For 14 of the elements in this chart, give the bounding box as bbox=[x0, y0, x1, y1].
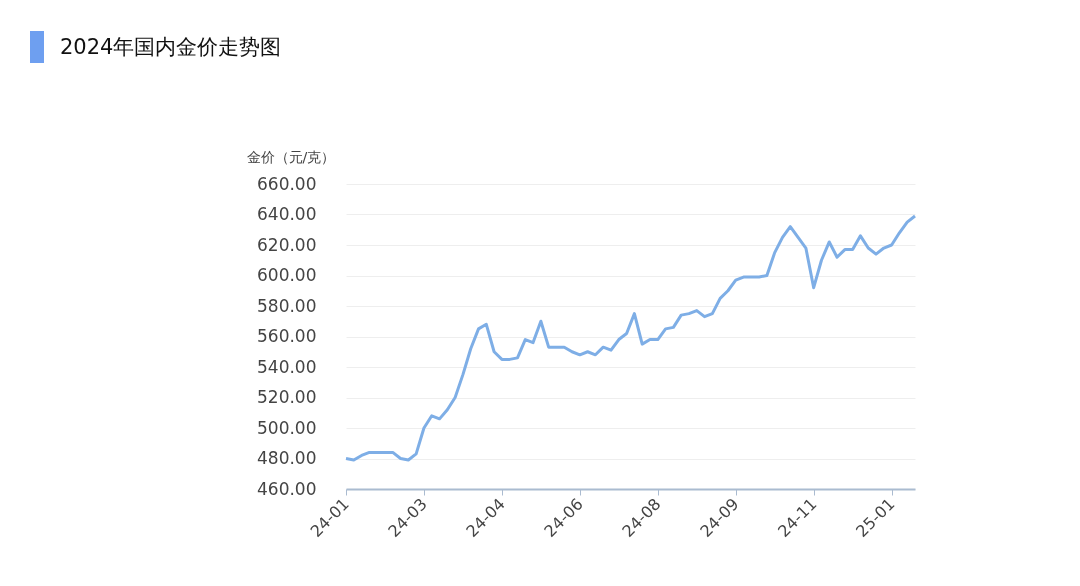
y-tick-label: 600.00 bbox=[257, 265, 317, 285]
y-tick-label: 640.00 bbox=[257, 204, 317, 224]
y-tick-label: 520.00 bbox=[257, 387, 317, 407]
y-tick-label: 480.00 bbox=[257, 448, 317, 468]
y-tick-label: 660.00 bbox=[257, 173, 317, 194]
y-tick-label: 580.00 bbox=[257, 295, 317, 316]
line-series bbox=[344, 214, 917, 462]
y-tick-label: 500.00 bbox=[257, 417, 317, 438]
y-tick-label: 460.00 bbox=[257, 478, 317, 499]
y-tick-label: 620.00 bbox=[257, 234, 317, 255]
y-axis-title: 金价（元/克） bbox=[246, 148, 336, 165]
y-tick-label: 560.00 bbox=[257, 326, 317, 346]
y-tick-label: 540.00 bbox=[257, 356, 317, 377]
text: 2024年国内金价走势图 bbox=[60, 34, 282, 61]
